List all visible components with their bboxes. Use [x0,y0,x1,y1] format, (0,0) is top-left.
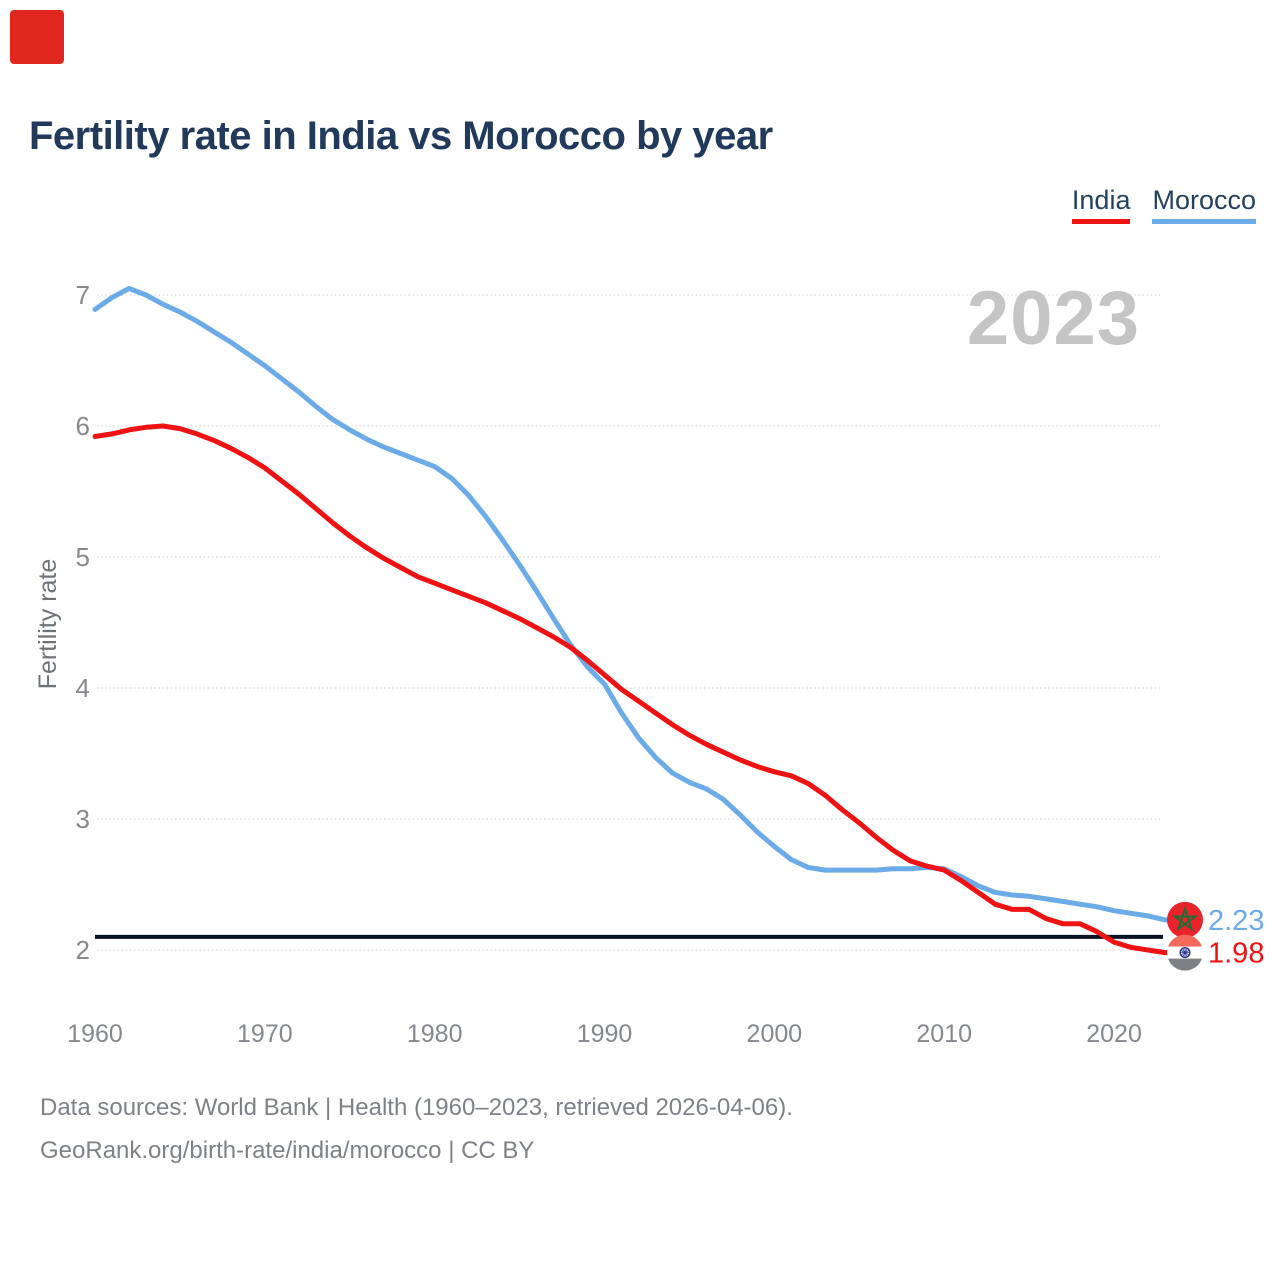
chart-legend: India Morocco [1071,187,1256,224]
watermark-year: 2023 [966,276,1140,361]
x-tick-label: 2000 [747,1020,803,1048]
footer-license: GeoRank.org/birth-rate/india/morocco | C… [40,1137,535,1164]
page-title: Fertility rate in India vs Morocco by ye… [29,114,773,158]
x-tick-label: 1960 [67,1020,123,1048]
logo-mark [10,10,64,64]
y-tick-label: 3 [76,804,90,834]
india-series-line [92,423,1175,956]
x-tick-label: 1990 [577,1020,633,1048]
x-tick-label: 2020 [1086,1020,1142,1048]
india-flag-icon [1167,934,1203,971]
x-tick-label: 1980 [407,1020,463,1048]
y-tick-label: 5 [76,542,90,572]
footer-sources: Data sources: World Bank | Health (1960–… [40,1094,793,1121]
y-tick-label: 6 [76,411,90,441]
x-tick-label: 1970 [237,1020,293,1048]
y-tick-label: 7 [76,280,90,310]
legend-item-india[interactable]: India [1071,187,1131,224]
india-end-value: 1.98 [1208,938,1264,970]
morocco-series-line [92,286,1175,923]
morocco-flag-icon [1167,901,1203,938]
x-tick-label: 2010 [916,1020,972,1048]
y-tick-label: 2 [76,935,90,965]
y-tick-label: 4 [76,673,90,703]
legend-item-morocco[interactable]: Morocco [1152,187,1256,224]
footer: Data sources: World Bank | Health (1960–… [40,1086,793,1172]
y-axis-title: Fertility rate [34,559,62,690]
morocco-end-value: 2.23 [1208,905,1264,937]
